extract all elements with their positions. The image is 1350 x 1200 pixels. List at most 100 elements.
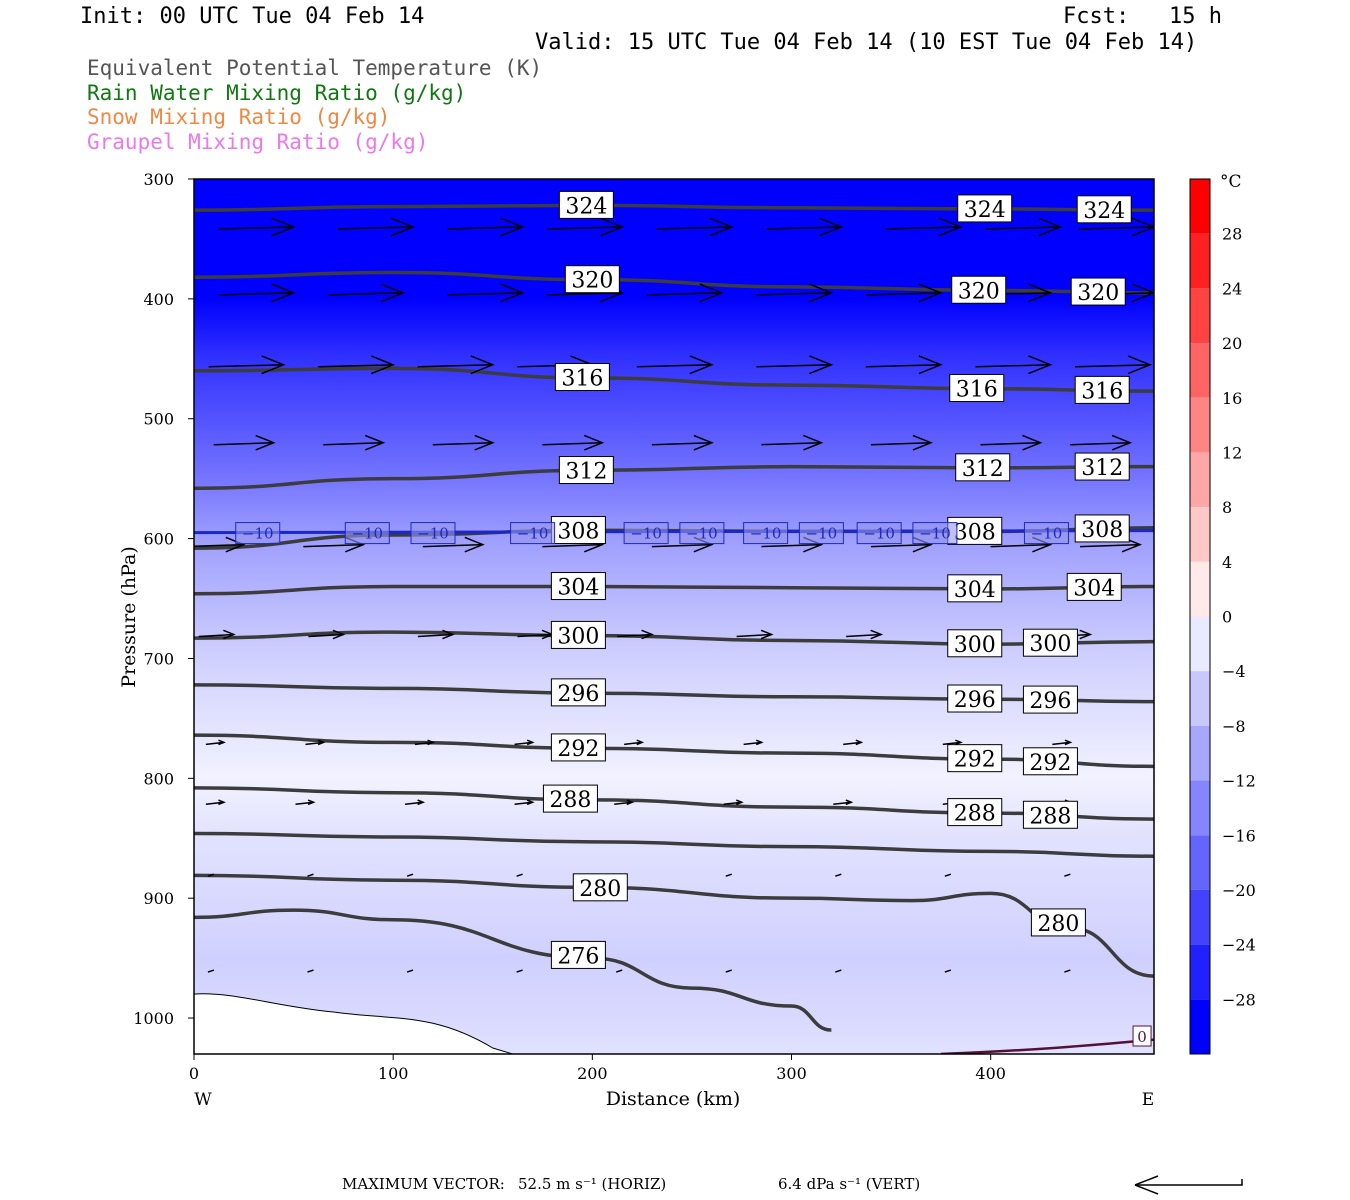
contour-label-308: 308 [550, 516, 606, 545]
wind-vector-shaft [651, 543, 712, 548]
contour-label-box [1022, 800, 1078, 829]
wind-vector-shaft [846, 633, 882, 638]
wind-vector [985, 217, 1063, 237]
wind-vector-head [870, 629, 884, 640]
contour-label-box [550, 678, 606, 707]
contour-label-box [550, 620, 606, 649]
colorbar-tick-label: 0 [1222, 608, 1232, 627]
isotherm-label-text: −10 [517, 525, 549, 543]
wind-vector [207, 969, 215, 973]
contour-label-320: 320 [564, 265, 620, 294]
contour-label-box [947, 574, 1003, 603]
wind-vector-shaft [414, 741, 434, 746]
wind-vector [213, 434, 276, 451]
contour-label-box [1074, 452, 1130, 481]
wind-vector-shaft [295, 801, 314, 806]
wind-vector [1070, 434, 1133, 451]
wind-vector [646, 283, 724, 303]
wind-vector-head [760, 629, 774, 640]
wind-vector-shaft [307, 969, 314, 973]
contour-label-text: 320 [958, 279, 1000, 304]
wind-vector [725, 969, 732, 973]
contour-label-box [550, 572, 606, 601]
wind-vector [207, 873, 215, 877]
wind-vector-shaft [417, 633, 453, 638]
contour-label-text: 320 [571, 269, 613, 294]
wind-vector-head [845, 799, 854, 806]
wind-vector-shaft [422, 543, 483, 548]
wind-vector-shaft [975, 364, 1051, 368]
wind-vector-shaft [514, 801, 533, 806]
wind-vector-head [364, 434, 386, 451]
contour-label-box [564, 265, 620, 294]
contour-label-288: 288 [1022, 800, 1078, 829]
wind-vector-head [1111, 434, 1133, 451]
wind-vector-shaft [406, 873, 414, 877]
contour-label-box [1066, 572, 1122, 601]
wind-vector [404, 799, 426, 806]
contour-label-text: 288 [549, 788, 591, 813]
contour-label-text: 308 [1081, 518, 1123, 543]
wind-vector [761, 434, 824, 451]
freezing-line [940, 1038, 1154, 1054]
wind-vector [295, 799, 316, 806]
wind-vector-shaft [617, 633, 653, 638]
wind-vector-shaft [207, 969, 215, 973]
contour-label-text: 316 [956, 378, 998, 403]
contour-label-312: 312 [558, 456, 614, 485]
wind-vector [756, 283, 834, 303]
contour-label-300: 300 [1022, 628, 1078, 657]
wind-vector-head [1064, 739, 1073, 746]
wind-vector-head [855, 739, 864, 746]
wind-vector [208, 355, 286, 375]
wind-vector [980, 434, 1043, 451]
contour-label-300: 300 [947, 629, 1003, 658]
wind-vector-head [736, 799, 744, 806]
colorbar-segment [1190, 397, 1210, 453]
wind-vector-shaft [516, 873, 523, 877]
wind-vector [516, 969, 523, 973]
colorbar: 28 24 20 16 12 8 4 0 −4 −8 −12 −16 −20 −24 −28 °C [1189, 172, 1256, 1055]
x-tick-label: 200 [577, 1064, 608, 1083]
wind-vector [725, 873, 732, 877]
wind-vector [870, 434, 933, 451]
wind-vector-head [689, 355, 714, 375]
wind-vector-shaft [305, 741, 324, 746]
wind-vector-head [938, 217, 963, 237]
wind-vector-head [380, 283, 406, 303]
wind-vector-head [332, 629, 346, 640]
freezing-line-label: 0 [1132, 1025, 1152, 1047]
y-tick-label: 1000 [133, 1009, 174, 1028]
wind-vector [307, 873, 314, 877]
wind-vector [1064, 969, 1071, 973]
wind-vector-shaft [761, 543, 822, 548]
isotherm-label-text: −10 [919, 525, 951, 543]
contour-label-text: 276 [557, 944, 599, 969]
wind-vector-head [1079, 629, 1093, 640]
contour-label-box [947, 798, 1003, 827]
wind-vector-shaft [756, 292, 832, 296]
contour-label-box [947, 629, 1003, 658]
wind-vector-shaft [516, 969, 523, 973]
wind-vector [323, 434, 386, 451]
contour-label-text: 280 [1037, 912, 1079, 937]
wind-vector [846, 629, 884, 640]
contour-label-text: 296 [1029, 689, 1071, 714]
isotherm-label: −10 [410, 522, 456, 545]
wind-vector [218, 283, 296, 303]
isotherm-label-text: −10 [806, 525, 838, 543]
contour-label-text: 300 [557, 624, 599, 649]
wind-vector-shaft [885, 226, 961, 230]
contour-label-296: 296 [1022, 685, 1078, 714]
wind-vector-shaft [338, 226, 414, 230]
wind-vector-head [317, 739, 326, 746]
contour-label-text: 316 [1081, 379, 1123, 404]
colorbar-tick-label: 28 [1222, 225, 1242, 244]
colorbar-segment [1190, 616, 1210, 672]
contour-label-304: 304 [550, 572, 606, 601]
contour-label-292: 292 [1022, 747, 1078, 776]
theta-e-contour-292 [194, 733, 1154, 769]
wind-vector-head [218, 799, 226, 806]
y-tick-label: 900 [143, 889, 174, 908]
